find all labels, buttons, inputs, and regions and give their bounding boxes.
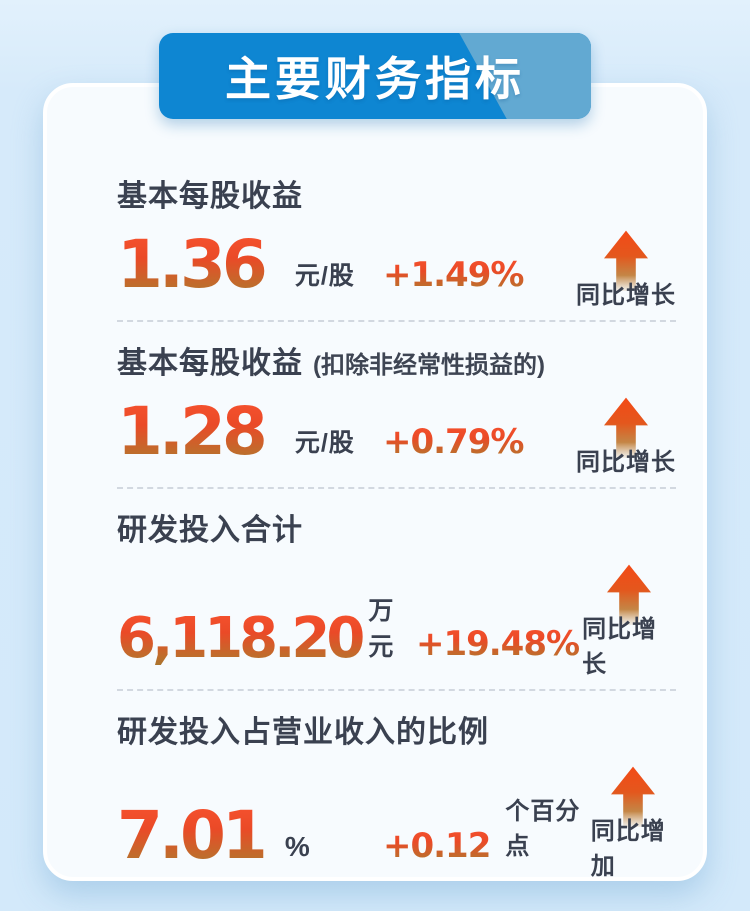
metric-value-row: 1.36 元/股 +1.49% 同比增长 bbox=[117, 229, 676, 309]
trend-indicator: 同比增加 bbox=[591, 765, 676, 881]
metric-unit: 元/股 bbox=[294, 429, 355, 457]
metric-label: 基本每股收益 bbox=[117, 180, 303, 213]
metric-value-row: 7.01 % +0.12 个百分点 同比增加 bbox=[117, 765, 676, 880]
arrow-up-icon bbox=[603, 397, 649, 458]
metric-section-rd-ratio: 研发投入占营业收入的比例 7.01 % +0.12 个百分点 同比增加 bbox=[117, 691, 676, 891]
metric-value-row: 1.28 元/股 +0.79% 同比增长 bbox=[117, 396, 676, 476]
arrow-up-icon bbox=[607, 564, 652, 625]
metric-value: 1.36 bbox=[117, 232, 269, 298]
metric-title-row: 研发投入占营业收入的比例 bbox=[117, 707, 676, 751]
metric-title-row: 基本每股收益 (扣除非经常性损益的) bbox=[117, 338, 676, 382]
metric-change-unit: 个百分点 bbox=[505, 798, 581, 860]
metric-label: 研发投入占营业收入的比例 bbox=[117, 716, 489, 749]
page-title: 主要财务指标 bbox=[225, 53, 525, 105]
metric-unit: 万元 bbox=[368, 597, 395, 661]
metric-title-row: 基本每股收益 bbox=[117, 171, 676, 215]
metric-note: (扣除非经常性损益的) bbox=[313, 352, 545, 379]
trend-indicator: 同比增长 bbox=[582, 563, 676, 679]
metric-change: +0.79% bbox=[383, 425, 526, 459]
arrow-up-icon bbox=[611, 766, 656, 827]
metric-unit: 元/股 bbox=[294, 262, 355, 290]
metric-title-row: 研发投入合计 bbox=[117, 505, 676, 549]
metric-label: 基本每股收益 bbox=[117, 347, 303, 380]
metric-section-basic-eps: 基本每股收益 1.36 元/股 +1.49% 同比增长 bbox=[117, 155, 676, 322]
metric-value: 6,118.20 bbox=[117, 611, 366, 666]
metric-value: 1.28 bbox=[117, 399, 269, 465]
metric-change: +19.48% bbox=[416, 627, 582, 661]
value-unit-group: 1.36 元/股 bbox=[117, 232, 369, 298]
trend-indicator: 同比增长 bbox=[576, 229, 676, 310]
trend-label: 同比增加 bbox=[590, 818, 666, 880]
trend-label: 同比增长 bbox=[582, 616, 658, 678]
metric-value: 7.01 bbox=[117, 803, 269, 869]
trend-indicator: 同比增长 bbox=[576, 396, 676, 477]
metric-change: +0.12 bbox=[383, 829, 493, 863]
metric-section-rd-total: 研发投入合计 6,118.20 万元 +19.48% 同比增长 bbox=[117, 489, 676, 691]
metric-value-row: 6,118.20 万元 +19.48% 同比增长 bbox=[117, 563, 676, 678]
trend-label: 同比增长 bbox=[576, 282, 676, 309]
trend-label: 同比增长 bbox=[576, 449, 676, 476]
metric-section-basic-eps-excl: 基本每股收益 (扣除非经常性损益的) 1.28 元/股 +0.79% 同比增长 bbox=[117, 322, 676, 489]
value-unit-group: 6,118.20 万元 bbox=[117, 591, 402, 667]
value-unit-group: 1.28 元/股 bbox=[117, 399, 369, 465]
metric-unit: % bbox=[284, 831, 311, 862]
metric-label: 研发投入合计 bbox=[117, 514, 303, 547]
metrics-list: 基本每股收益 1.36 元/股 +1.49% 同比增长 bbox=[117, 155, 676, 880]
metric-change: +1.49% bbox=[383, 258, 526, 292]
value-unit-group: 7.01 % bbox=[117, 803, 369, 869]
header-banner: 主要财务指标 bbox=[159, 33, 591, 119]
metrics-card: 基本每股收益 1.36 元/股 +1.49% 同比增长 bbox=[43, 83, 707, 881]
arrow-up-icon bbox=[603, 230, 649, 291]
